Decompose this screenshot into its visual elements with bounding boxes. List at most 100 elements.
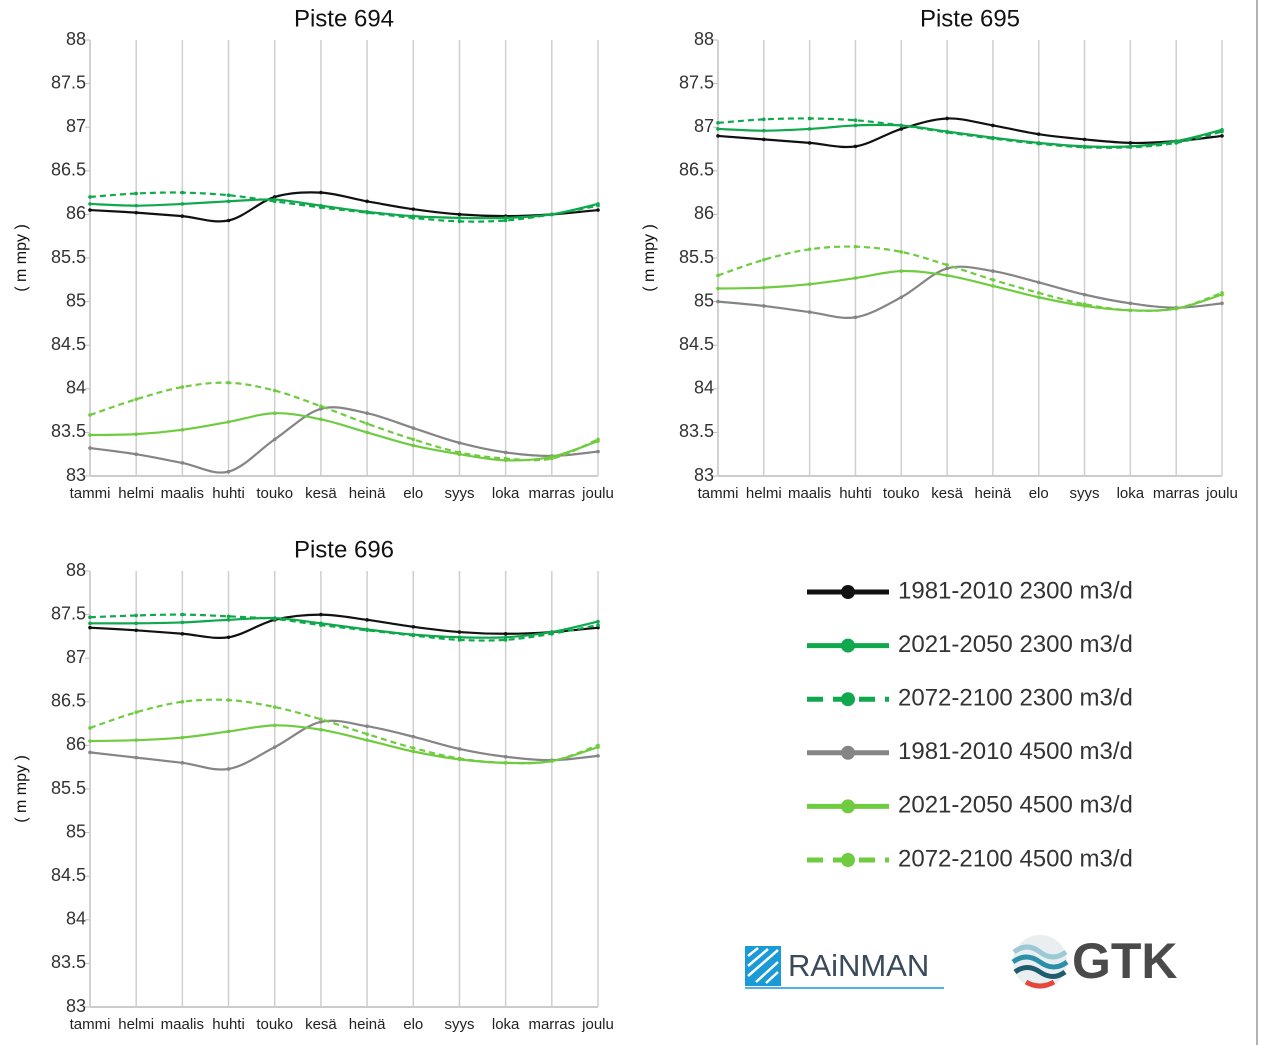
- point: [411, 746, 416, 750]
- y-tick-label: 85.5: [51, 778, 86, 798]
- point: [365, 628, 369, 633]
- point: [180, 612, 185, 617]
- y-tick-label: 86.5: [679, 160, 714, 180]
- y-tick-label: 83.5: [51, 952, 86, 972]
- x-tick-label: huhti: [212, 1016, 245, 1033]
- y-tick-label: 88: [694, 29, 714, 49]
- point: [853, 276, 858, 280]
- y-tick-label: 87.5: [51, 72, 86, 92]
- x-tick-label: loka: [492, 485, 520, 502]
- x-tick-label: syys: [1070, 485, 1100, 502]
- series-line: [89, 412, 599, 462]
- point: [88, 446, 92, 450]
- x-tick-label: heinä: [349, 1016, 386, 1033]
- x-tick-label: maalis: [161, 485, 204, 502]
- y-tick-label: 86.5: [51, 691, 86, 711]
- point: [365, 411, 369, 416]
- x-tick-label: helmi: [118, 485, 154, 502]
- point: [88, 621, 92, 626]
- point: [503, 216, 508, 220]
- y-axis-label: ( m mpy ): [641, 224, 658, 292]
- point: [411, 216, 416, 220]
- point: [226, 729, 231, 734]
- legend-marker: [841, 638, 855, 653]
- x-tick-label: tammi: [698, 485, 739, 502]
- point: [457, 638, 462, 642]
- y-tick-label: 86: [66, 734, 86, 754]
- point: [319, 407, 323, 411]
- x-tick-label: heinä: [975, 485, 1012, 502]
- x-tick-label: elo: [403, 485, 423, 502]
- point: [88, 208, 92, 212]
- y-tick-label: 86: [66, 203, 86, 223]
- point: [899, 127, 904, 131]
- gtk-wave: [1024, 979, 1056, 989]
- x-tick-label: touko: [256, 1016, 293, 1033]
- x-tick-label: huhti: [839, 485, 872, 502]
- point: [180, 735, 185, 740]
- point: [88, 625, 92, 630]
- legend-label: 1981-2010 2300 m3/d: [898, 577, 1133, 604]
- point: [272, 388, 277, 393]
- point: [226, 420, 231, 424]
- y-tick-label: 87: [66, 116, 86, 136]
- point: [1128, 301, 1133, 306]
- y-tick-label: 83.5: [51, 421, 86, 441]
- point: [319, 623, 323, 627]
- point: [596, 743, 600, 748]
- point: [365, 199, 369, 204]
- x-tick-label: joulu: [581, 485, 614, 502]
- point: [1036, 280, 1041, 285]
- chart-title: Piste 695: [920, 5, 1020, 32]
- point: [945, 266, 949, 271]
- point: [457, 212, 462, 217]
- point: [807, 116, 812, 121]
- gtk-wave: [1013, 965, 1067, 979]
- point: [853, 118, 858, 123]
- point: [596, 449, 600, 454]
- point: [226, 193, 231, 198]
- point: [457, 630, 462, 634]
- point: [1174, 141, 1178, 145]
- series-line: [717, 117, 1223, 149]
- x-tick-label: maalis: [161, 1016, 204, 1033]
- x-tick-label: elo: [1029, 485, 1049, 502]
- series-line: [89, 613, 599, 639]
- point: [180, 385, 185, 389]
- point: [88, 202, 92, 206]
- point: [807, 247, 812, 252]
- point: [716, 273, 720, 278]
- point: [180, 214, 185, 218]
- point: [503, 450, 508, 455]
- legend-marker: [841, 692, 855, 707]
- series-line: [89, 191, 599, 223]
- point: [88, 739, 92, 743]
- y-tick-label: 84.5: [51, 865, 86, 885]
- y-tick-label: 85.5: [679, 247, 714, 267]
- rainman-stripes: [747, 947, 779, 984]
- point: [365, 210, 369, 215]
- point: [716, 121, 720, 125]
- point: [596, 625, 600, 630]
- point: [1036, 132, 1041, 136]
- chart-title: Piste 696: [294, 536, 394, 563]
- series-line: [89, 719, 599, 771]
- point: [1082, 137, 1087, 142]
- point: [272, 195, 277, 199]
- point: [134, 628, 138, 633]
- chart-title: Piste 694: [294, 5, 394, 32]
- point: [1128, 308, 1133, 313]
- point: [365, 430, 369, 435]
- x-tick-label: touko: [256, 485, 293, 502]
- point: [411, 749, 416, 754]
- point: [945, 263, 949, 267]
- point: [1128, 141, 1133, 145]
- point: [991, 284, 995, 288]
- y-tick-label: 84: [66, 378, 86, 398]
- point: [457, 635, 462, 640]
- point: [945, 130, 949, 135]
- point: [716, 127, 720, 131]
- point: [134, 738, 138, 742]
- point: [319, 727, 323, 732]
